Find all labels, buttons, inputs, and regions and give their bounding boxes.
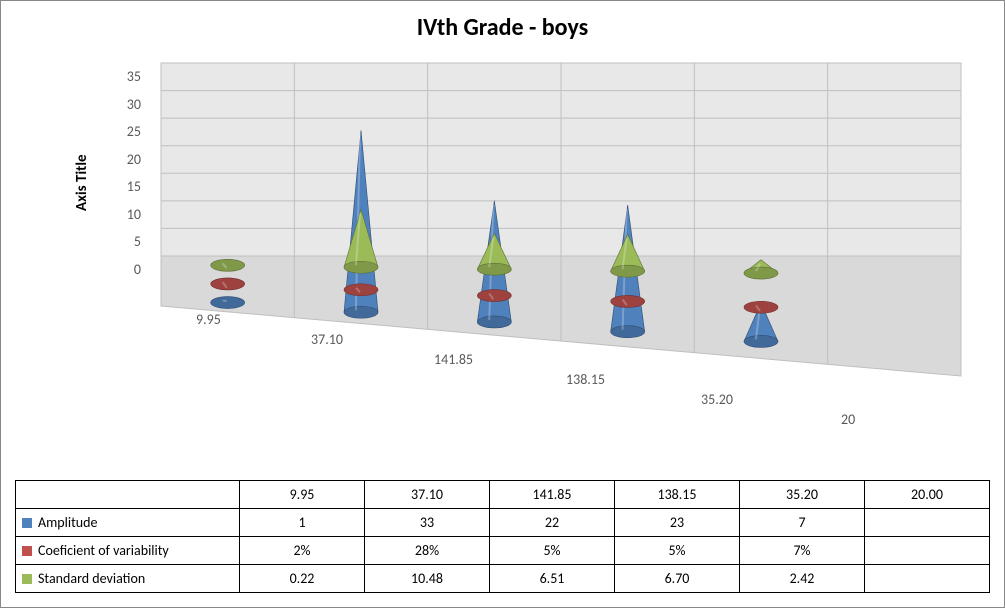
table-header-row: 9.95 37.10 141.85 138.15 35.20 20.00 [16,481,990,509]
table-cell: 6.70 [615,565,740,593]
chart-svg [91,51,971,381]
xlabel: 9.95 [196,311,221,328]
table-header-cell: 138.15 [615,481,740,509]
xlabel: 37.10 [311,331,343,348]
table-row: Coeficient of variability 2% 28% 5% 5% 7… [16,537,990,565]
table-header-cell: 141.85 [490,481,615,509]
table-cell: 10.48 [365,565,490,593]
table-cell: 6.51 [490,565,615,593]
table-row: Amplitude 1 33 22 23 7 [16,509,990,537]
row-label: Amplitude [38,515,97,532]
data-table-wrap: 9.95 37.10 141.85 138.15 35.20 20.00 Amp… [15,480,990,593]
table-cell: 2.42 [740,565,865,593]
xlabel: 20 [841,411,855,428]
table-cell: 5% [615,537,740,565]
table-cell: 7% [740,537,865,565]
row-label: Standard deviation [38,571,145,588]
row-label-cell: Coeficient of variability [16,537,240,565]
legend-swatch-stddev [22,574,32,584]
table-cell [865,565,990,593]
table-header-cell: 37.10 [365,481,490,509]
xlabel: 35.20 [701,391,733,408]
table-header-cell: 20.00 [865,481,990,509]
xlabel: 141.85 [434,351,473,368]
legend-swatch-amplitude [22,518,32,528]
y-axis-title: Axis Title [73,154,91,211]
row-label: Coeficient of variability [38,543,169,560]
table-header-cell: 9.95 [240,481,365,509]
table-cell: 2% [240,537,365,565]
chart-title: IVth Grade - boys [1,1,1004,42]
table-cell: 23 [615,509,740,537]
table-header-cell: 35.20 [740,481,865,509]
table-row: Standard deviation 0.22 10.48 6.51 6.70 … [16,565,990,593]
table-corner-cell [16,481,240,509]
data-table: 9.95 37.10 141.85 138.15 35.20 20.00 Amp… [15,480,990,593]
row-label-cell: Standard deviation [16,565,240,593]
chart-plot-area [91,51,971,381]
table-cell: 1 [240,509,365,537]
table-cell: 22 [490,509,615,537]
table-cell: 5% [490,537,615,565]
row-label-cell: Amplitude [16,509,240,537]
legend-swatch-coefficient [22,546,32,556]
table-cell: 0.22 [240,565,365,593]
table-cell [865,537,990,565]
chart-container: IVth Grade - boys Axis Title 35 30 25 20… [0,0,1005,608]
table-cell: 7 [740,509,865,537]
table-cell: 33 [365,509,490,537]
table-cell: 28% [365,537,490,565]
table-cell [865,509,990,537]
xlabel: 138.15 [566,371,605,388]
